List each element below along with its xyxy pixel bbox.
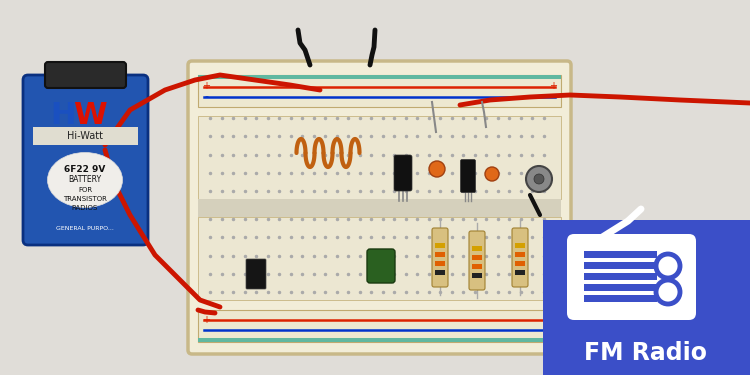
Bar	[515, 243, 525, 248]
Bar	[33, 127, 138, 145]
Bar	[198, 116, 561, 199]
Text: RADIOS: RADIOS	[72, 205, 98, 211]
Ellipse shape	[47, 153, 122, 207]
Text: -: -	[204, 325, 208, 335]
Bar	[198, 75, 561, 79]
Circle shape	[534, 174, 544, 184]
Circle shape	[656, 280, 680, 304]
Text: +: +	[549, 81, 557, 91]
FancyBboxPatch shape	[460, 159, 476, 192]
Text: FOR: FOR	[78, 187, 92, 193]
Text: TRANSISTOR: TRANSISTOR	[63, 196, 107, 202]
Bar	[198, 338, 561, 342]
FancyBboxPatch shape	[23, 75, 148, 245]
Bar	[515, 252, 525, 257]
Text: FM Radio: FM Radio	[584, 341, 707, 365]
Bar	[198, 199, 561, 217]
Text: H: H	[50, 100, 76, 129]
Bar	[472, 246, 482, 251]
Bar	[198, 217, 561, 300]
Bar	[515, 261, 525, 266]
Text: +: +	[549, 315, 557, 325]
Bar	[472, 264, 482, 269]
FancyBboxPatch shape	[367, 249, 395, 283]
Text: +: +	[202, 81, 210, 91]
Circle shape	[485, 167, 499, 181]
FancyBboxPatch shape	[246, 259, 266, 289]
Text: GENERAL PURPO...: GENERAL PURPO...	[56, 225, 114, 231]
Text: -: -	[551, 325, 555, 335]
FancyBboxPatch shape	[432, 228, 448, 287]
FancyBboxPatch shape	[188, 61, 571, 354]
Bar	[515, 270, 525, 275]
Circle shape	[429, 161, 445, 177]
Bar	[435, 252, 445, 257]
Text: 6F22 9V: 6F22 9V	[64, 165, 106, 174]
Text: -: -	[551, 91, 555, 101]
FancyBboxPatch shape	[567, 234, 696, 320]
FancyBboxPatch shape	[469, 231, 485, 290]
Text: BATTERY: BATTERY	[68, 176, 101, 184]
Bar	[543, 220, 750, 375]
Bar	[435, 243, 445, 248]
FancyBboxPatch shape	[45, 62, 126, 88]
Bar	[584, 273, 657, 280]
Bar	[198, 310, 561, 342]
Bar	[472, 273, 482, 278]
Text: -: -	[204, 91, 208, 101]
Bar	[584, 295, 657, 302]
Bar	[584, 284, 657, 291]
Text: Hi-Watt: Hi-Watt	[67, 131, 103, 141]
FancyBboxPatch shape	[512, 228, 528, 287]
Text: +: +	[202, 315, 210, 325]
Text: W: W	[74, 100, 106, 129]
Bar	[435, 270, 445, 275]
Bar	[198, 75, 561, 107]
Circle shape	[526, 166, 552, 192]
Bar	[435, 261, 445, 266]
FancyBboxPatch shape	[394, 155, 412, 191]
Bar	[584, 262, 657, 269]
Bar	[584, 251, 657, 258]
Bar	[472, 255, 482, 260]
Circle shape	[656, 254, 680, 278]
